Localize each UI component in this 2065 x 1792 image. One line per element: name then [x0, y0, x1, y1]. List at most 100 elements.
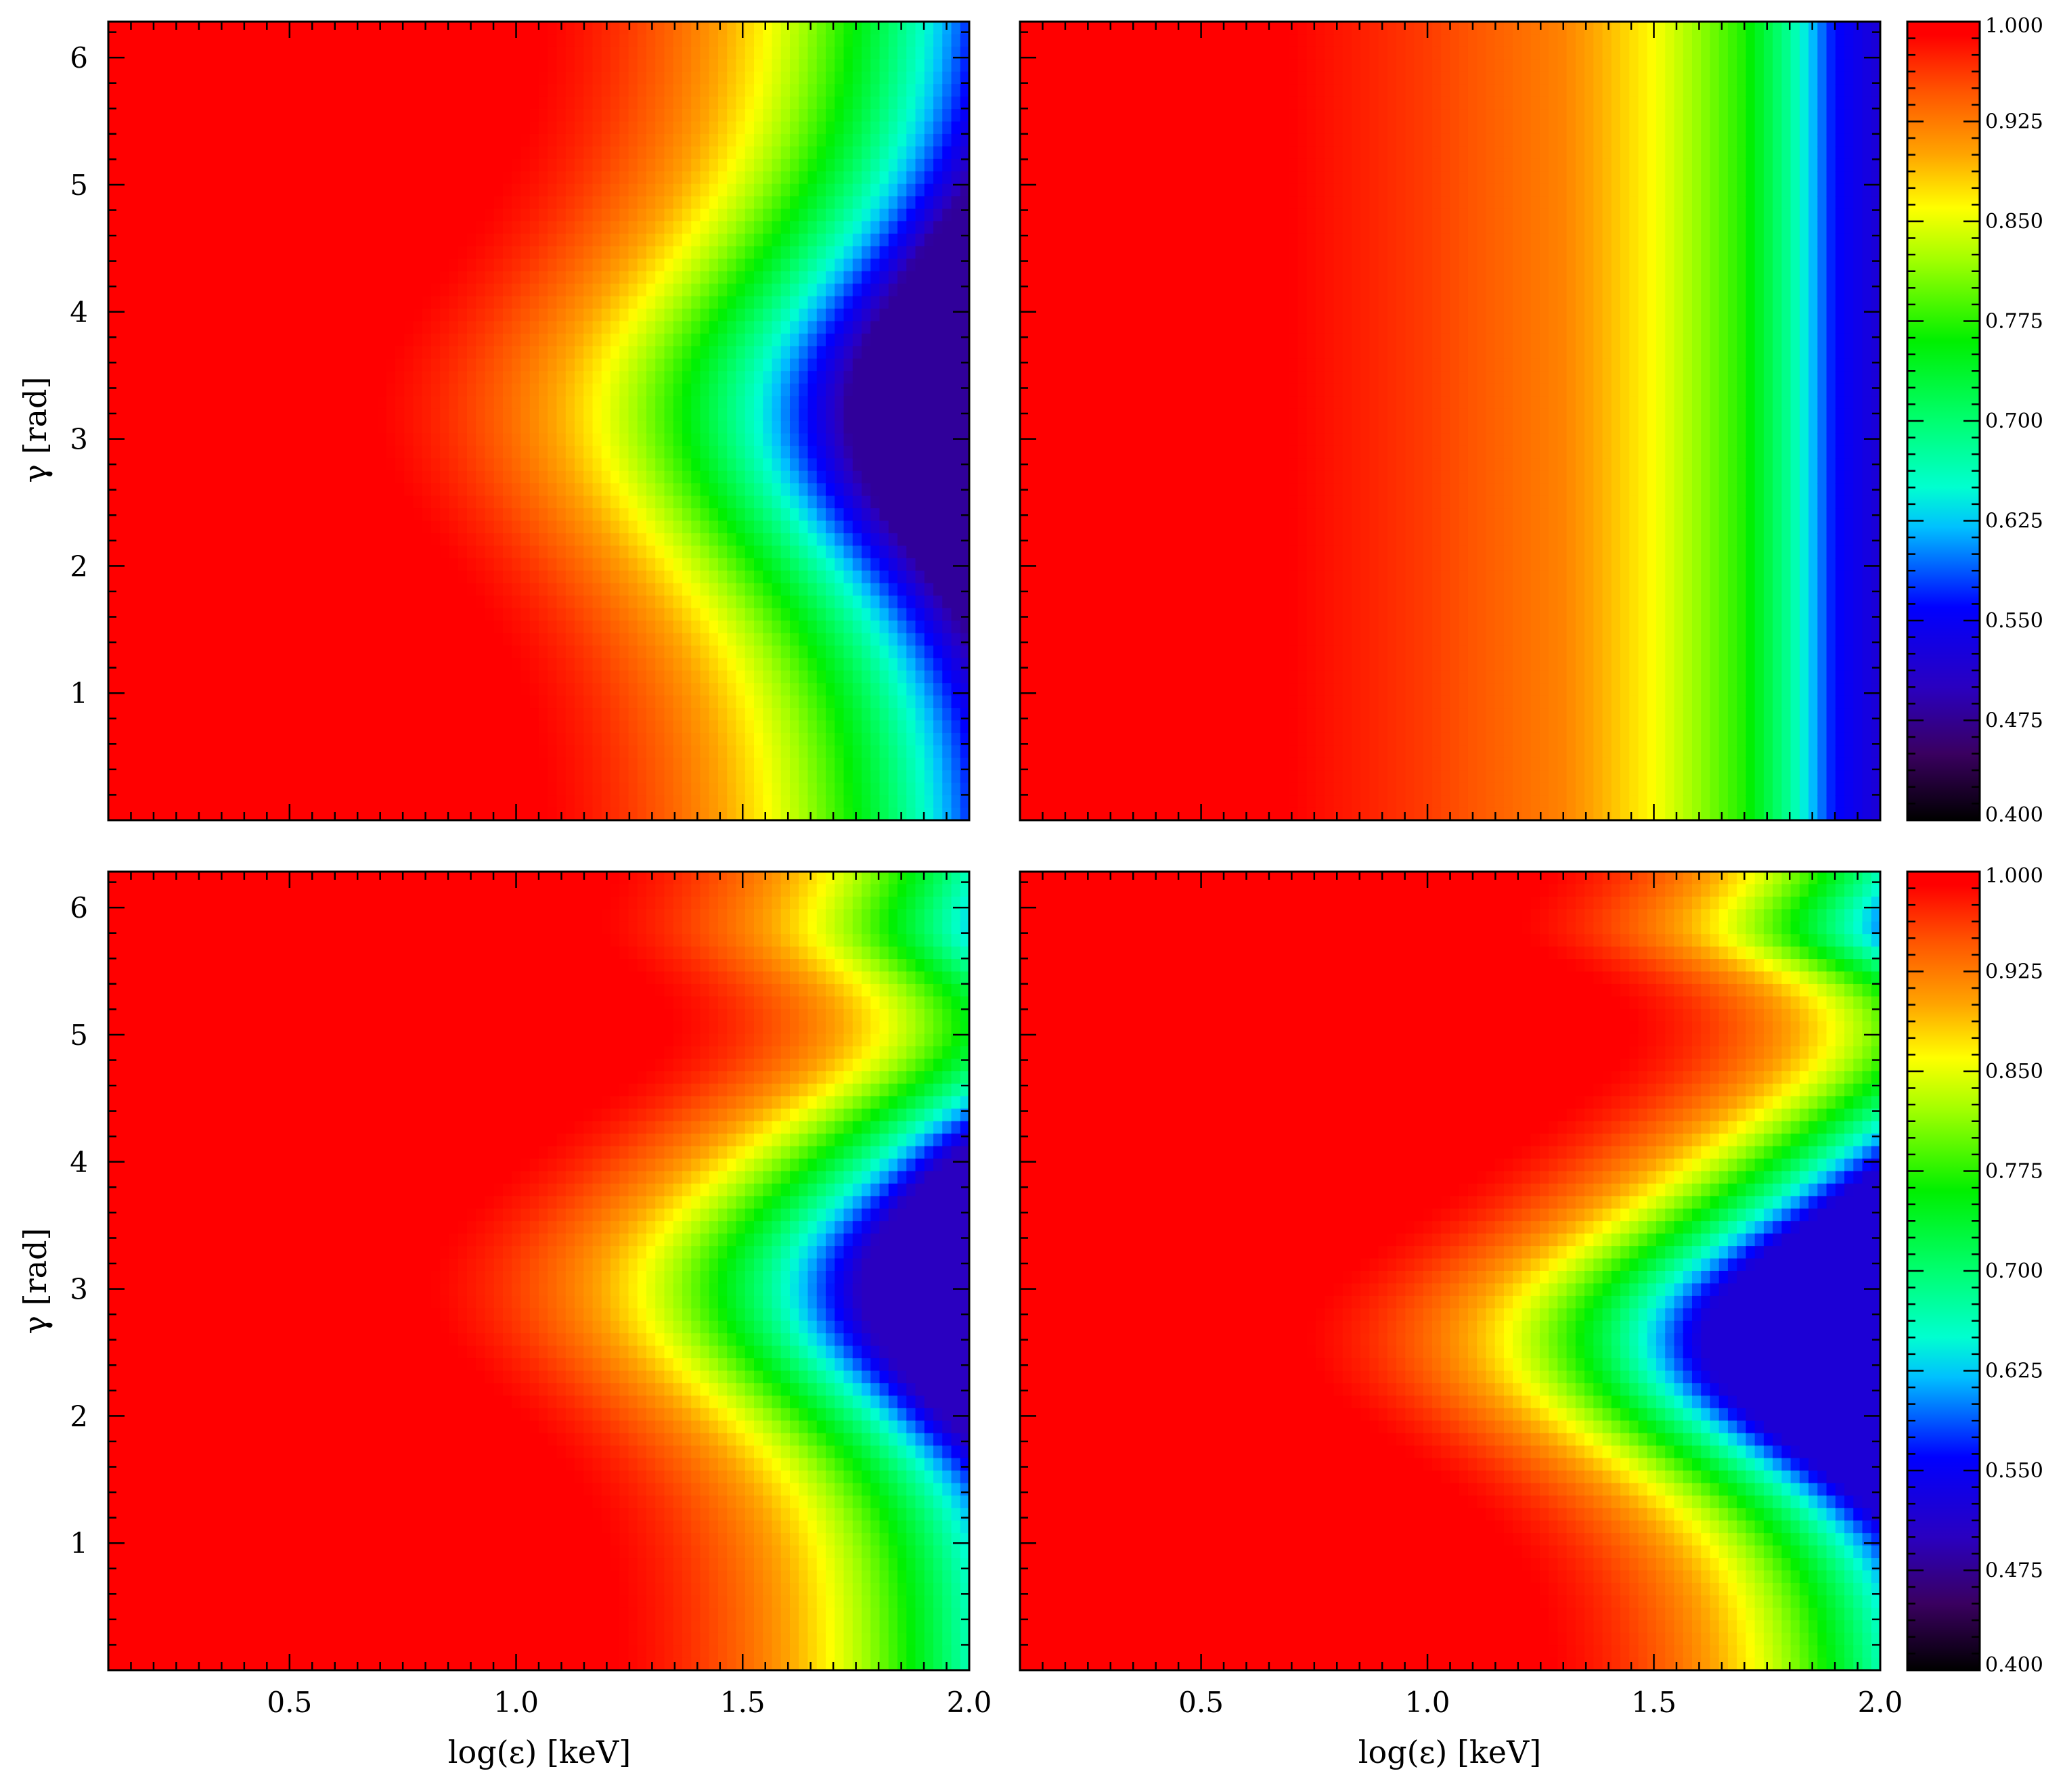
heatmap-cell [216, 84, 225, 97]
heatmap-cell [736, 159, 746, 172]
heatmap-cell [665, 770, 674, 783]
heatmap-cell [646, 583, 656, 596]
heatmap-cell [404, 97, 414, 110]
heatmap-cell [279, 770, 288, 783]
heatmap-cell [351, 721, 360, 734]
heatmap-cell [440, 570, 449, 583]
heatmap-cell [386, 621, 396, 633]
heatmap-cell [386, 545, 396, 558]
heatmap-cell [593, 59, 602, 72]
heatmap-cell [638, 309, 647, 321]
heatmap-cell [476, 671, 485, 684]
heatmap-cell [422, 496, 432, 509]
heatmap-cell [135, 396, 145, 409]
heatmap-cell [512, 246, 521, 259]
heatmap-cell [378, 421, 387, 434]
heatmap-cell [189, 646, 198, 658]
heatmap-cell [414, 733, 423, 746]
heatmap-cell [548, 446, 557, 459]
heatmap-cell [332, 558, 342, 571]
heatmap-cell [171, 458, 181, 471]
heatmap-cell [629, 159, 638, 172]
heatmap-cell [189, 446, 198, 459]
heatmap-cell [763, 334, 772, 346]
heatmap-cell [225, 321, 234, 334]
heatmap-cell [665, 309, 674, 321]
heatmap-cell [296, 421, 306, 434]
heatmap-cell [127, 47, 136, 60]
heatmap-cell [395, 109, 405, 122]
heatmap-cell [736, 409, 746, 422]
heatmap-cell [404, 384, 414, 397]
heatmap-cell [225, 171, 234, 184]
heatmap-cell [171, 696, 181, 709]
heatmap-cell [629, 171, 638, 184]
heatmap-cell [476, 721, 485, 734]
heatmap-cell [189, 608, 198, 621]
heatmap-cell [790, 458, 799, 471]
heatmap-cell [216, 583, 225, 596]
heatmap-cell [727, 696, 736, 709]
heatmap-cell [135, 795, 145, 808]
heatmap-cell [557, 658, 567, 671]
heatmap-cell [745, 521, 755, 534]
heatmap-cell [701, 596, 710, 608]
heatmap-cell [225, 246, 234, 259]
heatmap-cell [296, 159, 306, 172]
heatmap-cell [431, 146, 441, 159]
heatmap-cell [602, 646, 611, 658]
heatmap-cell [575, 309, 584, 321]
heatmap-cell [485, 84, 495, 97]
heatmap-cell [216, 209, 225, 222]
heatmap-cell [198, 309, 208, 321]
heatmap-cell [530, 596, 539, 608]
heatmap-cell [557, 770, 567, 783]
heatmap-cell [431, 458, 441, 471]
heatmap-cell [332, 259, 342, 271]
heatmap-cell [117, 808, 127, 821]
heatmap-cell [395, 34, 405, 47]
heatmap-cell [548, 570, 557, 583]
heatmap-cell [709, 209, 719, 222]
heatmap-cell [682, 259, 692, 271]
heatmap-cell [127, 733, 136, 746]
heatmap-cell [691, 621, 701, 633]
heatmap-cell [306, 209, 315, 222]
heatmap-cell [503, 795, 512, 808]
heatmap-cell [781, 159, 791, 172]
heatmap-cell [135, 696, 145, 709]
heatmap-cell [709, 171, 719, 184]
heatmap-cell [117, 221, 127, 234]
heatmap-cell [171, 321, 181, 334]
heatmap-cell [665, 508, 674, 521]
heatmap-cell [108, 583, 118, 596]
heatmap-cell [646, 396, 656, 409]
heatmap-cell [619, 384, 629, 397]
heatmap-cell [153, 309, 162, 321]
heatmap-cell [521, 84, 531, 97]
heatmap-cell [638, 521, 647, 534]
heatmap-cell [646, 409, 656, 422]
heatmap-cell [476, 496, 485, 509]
heatmap-cell [521, 583, 531, 596]
heatmap-cell [718, 671, 728, 684]
heatmap-cell [566, 770, 575, 783]
heatmap-cell [602, 97, 611, 110]
heatmap-cell [135, 421, 145, 434]
heatmap-cell [296, 533, 306, 546]
heatmap-cell [566, 721, 575, 734]
heatmap-cell [270, 471, 280, 484]
heatmap-cell [602, 184, 611, 197]
heatmap-cell [386, 409, 396, 422]
heatmap-cell [171, 633, 181, 646]
heatmap-cell [440, 359, 449, 372]
heatmap-cell [386, 508, 396, 521]
heatmap-cell [153, 671, 162, 684]
heatmap-cell [665, 184, 674, 197]
heatmap-cell [467, 321, 476, 334]
heatmap-cell [180, 496, 190, 509]
heatmap-cell [754, 259, 763, 271]
heatmap-cell [279, 533, 288, 546]
heatmap-cell [575, 396, 584, 409]
heatmap-cell [162, 471, 172, 484]
